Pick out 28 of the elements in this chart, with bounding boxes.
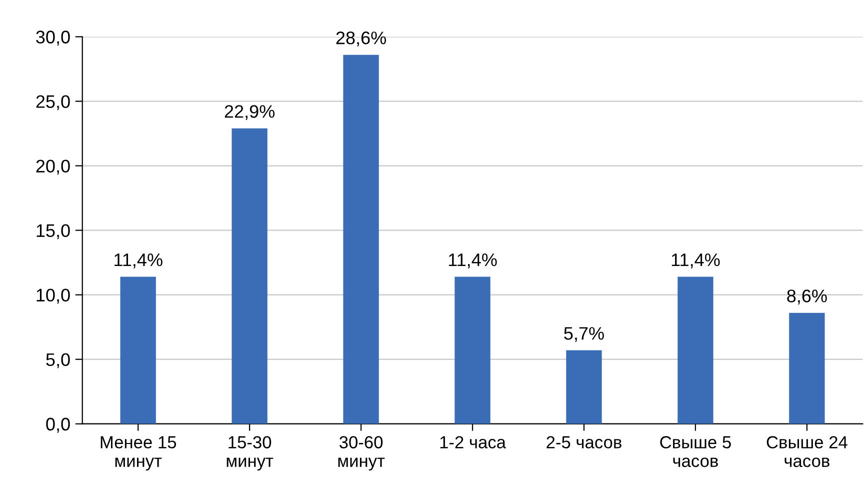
y-tick-label: 30,0 — [36, 30, 70, 46]
y-tick-label: 20,0 — [36, 160, 70, 175]
data-label: 11,4% — [448, 254, 497, 268]
bar — [454, 276, 490, 424]
data-label: 8,6% — [787, 290, 827, 304]
x-tick-label: 1-2 часа — [440, 436, 506, 448]
x-tick-label: 2-5 часов — [546, 436, 622, 448]
data-label: 11,4% — [672, 254, 720, 268]
bar — [343, 54, 379, 424]
bar — [789, 312, 825, 424]
bar — [566, 350, 602, 424]
y-tick-label: 15,0 — [36, 224, 70, 240]
y-tick-label: 25,0 — [36, 95, 70, 110]
x-tick-label: 15-30 минут — [226, 436, 274, 471]
x-tick-label: 30-60 минут — [338, 436, 385, 471]
bar — [678, 276, 714, 424]
data-label: 28,6% — [336, 32, 386, 46]
data-label: 5,7% — [564, 327, 604, 342]
bar — [120, 276, 156, 424]
y-tick-label: 0,0 — [46, 418, 70, 433]
y-tick-label: 10,0 — [36, 288, 70, 304]
data-label: 11,4% — [114, 254, 162, 268]
x-tick-label: Свыше 24 часов — [766, 436, 848, 468]
bar — [232, 128, 268, 424]
data-label: 22,9% — [224, 105, 275, 120]
y-tick-label: 5,0 — [46, 353, 70, 368]
x-tick-label: Свыше 5 часов — [660, 436, 731, 468]
x-tick-label: Менее 15 минут — [100, 436, 176, 471]
